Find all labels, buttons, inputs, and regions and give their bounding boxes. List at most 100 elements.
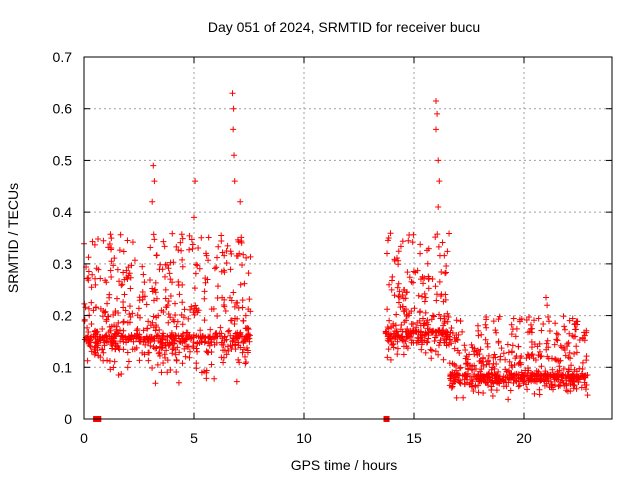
data-point	[247, 308, 254, 315]
data-point	[145, 349, 152, 356]
data-point	[406, 231, 413, 238]
data-point	[107, 231, 114, 238]
data-point	[400, 351, 407, 358]
data-point	[513, 353, 520, 360]
data-point	[443, 328, 450, 335]
data-point	[227, 317, 234, 324]
x-axis-label: GPS time / hours	[291, 457, 398, 473]
data-point	[236, 330, 243, 337]
data-point	[112, 346, 119, 353]
data-point	[120, 318, 127, 325]
data-point	[100, 357, 107, 364]
data-point	[190, 339, 197, 346]
data-point	[147, 244, 154, 251]
data-point	[85, 274, 92, 281]
data-point	[91, 241, 98, 248]
data-point	[173, 369, 180, 376]
data-point	[88, 299, 95, 306]
data-point	[485, 352, 492, 359]
y-tick-label: 0.4	[53, 204, 73, 220]
data-point	[242, 360, 249, 367]
data-point	[451, 379, 458, 386]
data-point	[170, 259, 177, 266]
data-point	[101, 309, 108, 316]
data-point	[92, 304, 99, 311]
data-point	[237, 329, 244, 336]
data-point	[84, 333, 91, 340]
data-point	[234, 315, 241, 322]
data-point	[394, 345, 401, 352]
data-point	[422, 294, 429, 301]
data-point	[120, 269, 127, 276]
data-point	[246, 338, 253, 345]
data-point	[433, 126, 439, 133]
data-point	[213, 339, 220, 346]
data-point	[202, 279, 209, 286]
data-point	[554, 337, 561, 344]
data-point	[419, 315, 426, 322]
data-point	[394, 351, 401, 358]
data-point	[439, 329, 446, 336]
data-point	[427, 346, 434, 353]
data-point	[474, 347, 481, 354]
data-point	[528, 338, 535, 345]
data-point	[433, 332, 440, 339]
data-point	[446, 230, 453, 237]
data-point	[565, 366, 572, 373]
data-point	[118, 282, 125, 289]
data-point	[186, 348, 193, 355]
data-point	[537, 376, 544, 383]
data-point	[409, 239, 416, 246]
data-point	[235, 356, 242, 363]
data-point	[193, 365, 200, 372]
data-point	[464, 379, 471, 386]
data-point	[182, 337, 189, 344]
data-point	[162, 354, 169, 361]
data-point	[582, 372, 589, 379]
data-point	[537, 353, 544, 360]
data-point	[89, 271, 96, 278]
data-point	[477, 374, 484, 381]
data-point	[384, 337, 391, 344]
data-point	[242, 312, 249, 319]
data-point	[562, 372, 569, 379]
y-tick-label: 0	[64, 411, 72, 427]
data-point	[533, 367, 540, 374]
data-point	[418, 334, 425, 341]
plot-frame	[83, 56, 613, 420]
data-point	[113, 323, 120, 330]
data-point	[167, 314, 174, 321]
data-point	[103, 279, 110, 286]
data-point	[176, 335, 183, 342]
data-point	[111, 358, 118, 365]
data-point	[408, 278, 415, 285]
data-point	[230, 289, 237, 296]
data-point	[447, 336, 454, 343]
data-point	[422, 349, 429, 356]
x-axis-ticks: 0 5 10 15 20	[80, 57, 532, 446]
data-point	[475, 332, 482, 339]
data-point	[475, 389, 482, 396]
data-point	[81, 318, 88, 325]
data-point	[198, 338, 205, 345]
data-point	[247, 253, 254, 260]
data-point	[173, 243, 180, 250]
data-point	[203, 367, 210, 374]
data-point	[391, 256, 398, 263]
data-point	[557, 357, 564, 364]
data-point	[483, 313, 490, 320]
data-point	[226, 327, 233, 334]
data-point	[108, 235, 115, 242]
data-point	[573, 385, 580, 392]
data-point	[92, 281, 99, 288]
y-tick-label: 0.3	[53, 256, 73, 272]
data-point	[544, 337, 551, 344]
data-point	[172, 312, 179, 319]
data-point	[205, 257, 212, 264]
data-point	[174, 344, 181, 351]
data-point	[476, 350, 483, 357]
data-point	[186, 354, 193, 361]
data-point	[434, 231, 441, 238]
data-point	[554, 368, 561, 375]
data-point	[207, 336, 214, 343]
